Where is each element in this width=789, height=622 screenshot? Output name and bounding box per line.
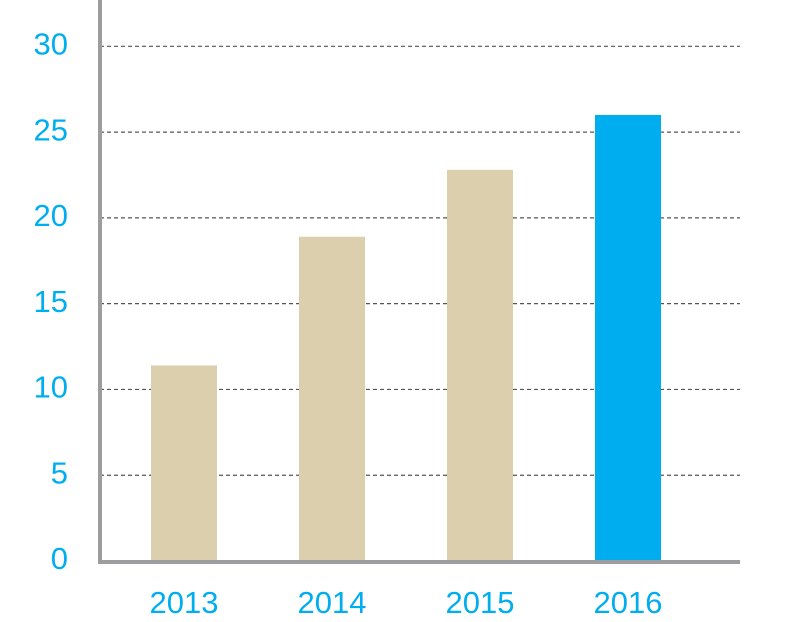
x-tick-label: 2014 — [298, 585, 367, 620]
x-tick-label: 2016 — [594, 585, 663, 620]
y-tick-label: 15 — [34, 284, 68, 319]
bar — [299, 236, 365, 561]
y-tick-label: 30 — [34, 27, 68, 62]
x-tick-label: 2015 — [446, 585, 515, 620]
bar — [447, 169, 513, 561]
bar — [595, 114, 661, 562]
y-tick-label: 10 — [34, 370, 68, 405]
x-tick-label: 2013 — [150, 585, 219, 620]
y-tick-label: 0 — [51, 541, 68, 576]
y-tick-label: 20 — [34, 198, 68, 233]
bar — [151, 365, 217, 561]
y-tick-label: 25 — [34, 112, 68, 147]
y-tick-label: 5 — [51, 455, 68, 490]
